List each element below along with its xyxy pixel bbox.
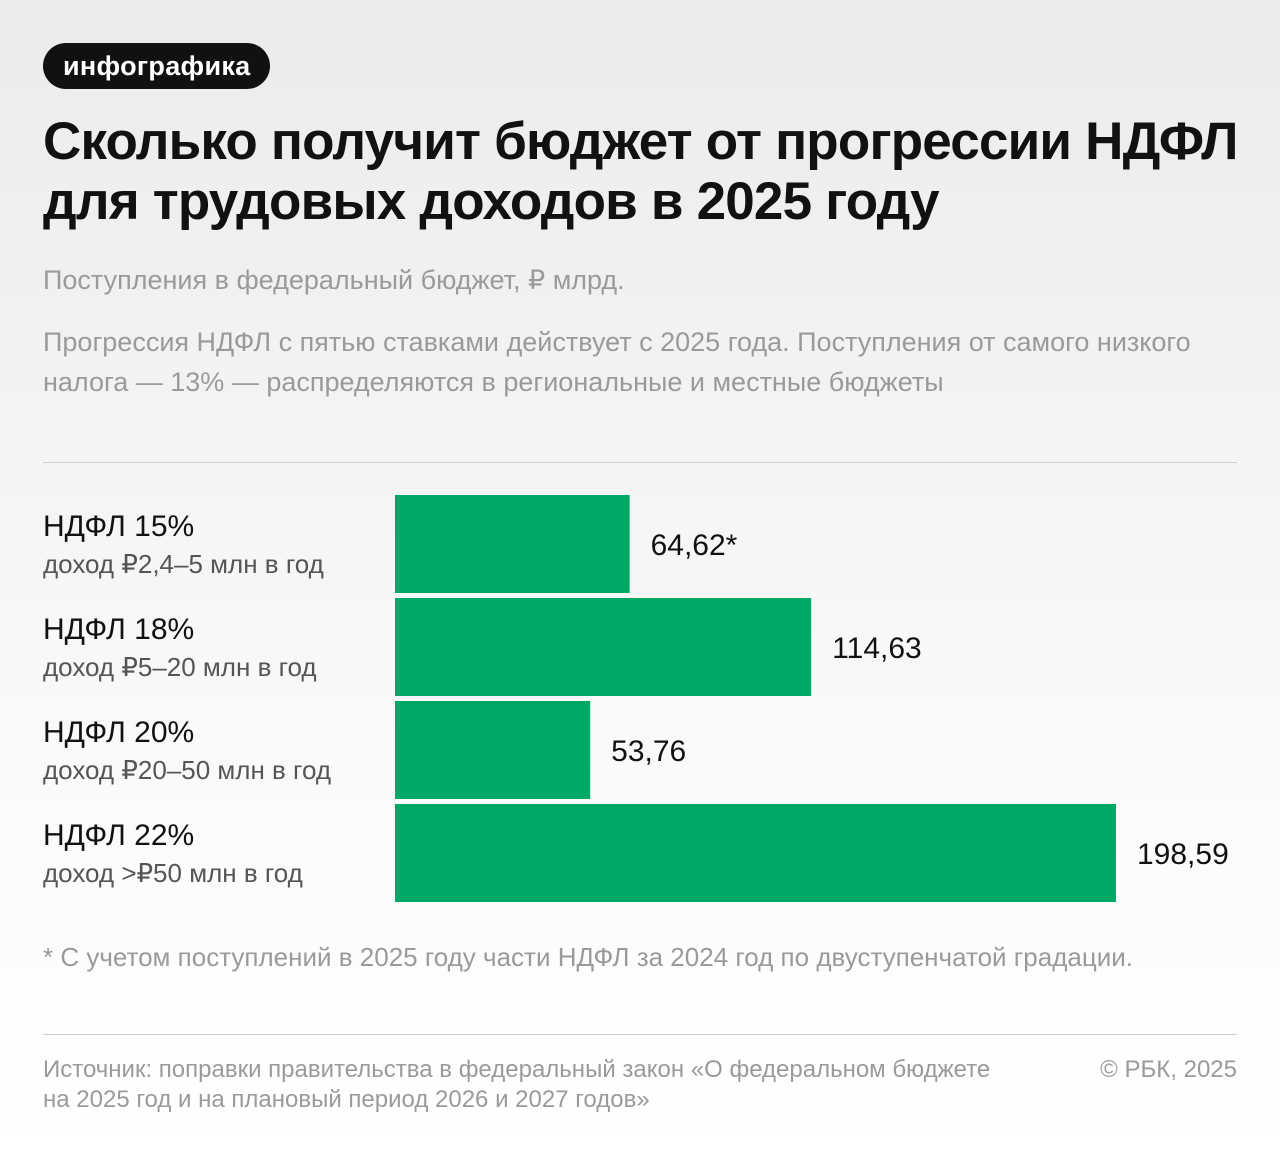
category-label-4: НДФЛ 22% [43,819,194,852]
category-label-1: НДФЛ 15% [43,510,194,543]
top-divider [43,462,1237,463]
chart-note: Прогрессия НДФЛ с пятью ставками действу… [43,327,1191,397]
bottom-divider [43,1034,1237,1035]
source-note: Источник: поправки правительства в федер… [43,1056,991,1113]
value-label-4: 198,59 [1137,838,1229,871]
footnote: * С учетом поступлений в 2025 году части… [43,942,1133,972]
bar-2 [395,598,812,696]
value-label-3: 53,76 [611,735,686,768]
chart-title: Сколько получит бюджет от прогрессии НДФ… [43,112,1238,231]
category-sublabel-2: доход ₽5–20 млн в год [43,652,317,682]
category-label-3: НДФЛ 20% [43,716,194,749]
bar-1 [395,495,630,593]
bar-3 [395,701,591,799]
category-sublabel-3: доход ₽20–50 млн в год [43,755,331,785]
bar-4 [395,804,1116,902]
infographic-tag: инфографика [43,43,271,89]
category-sublabel-4: доход >₽50 млн в год [43,858,303,888]
copyright: © РБК, 2025 [1100,1056,1237,1083]
category-sublabel-1: доход ₽2,4–5 млн в год [43,549,324,579]
category-label-2: НДФЛ 18% [43,613,194,646]
value-label-2: 114,63 [832,632,922,665]
chart-subtitle: Поступления в федеральный бюджет, ₽ млрд… [43,265,625,295]
value-label-1: 64,62* [651,529,738,562]
